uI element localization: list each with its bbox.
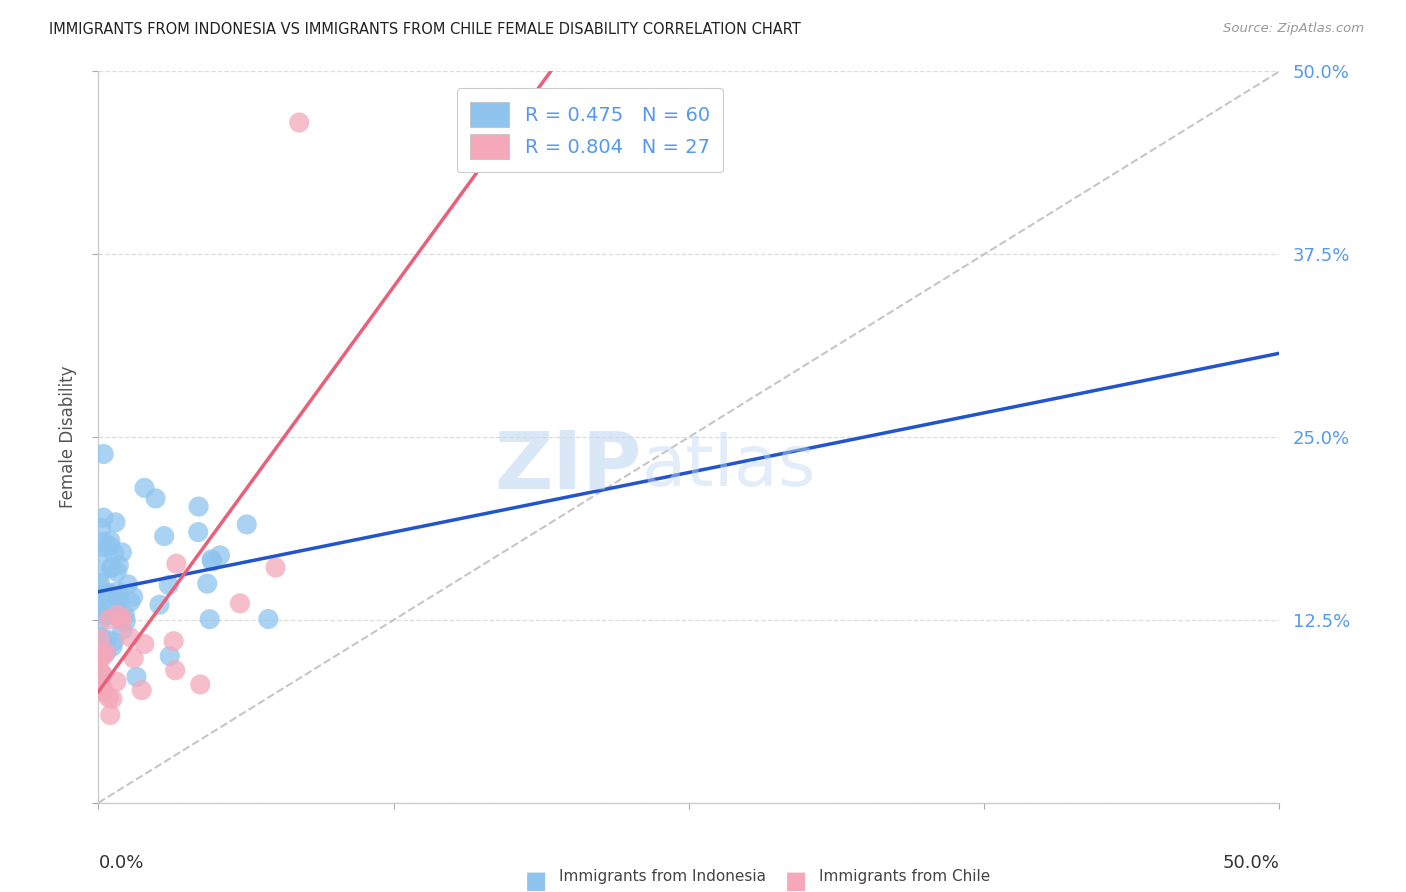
Point: [103, 634, 125, 648]
Point: [163, 634, 186, 648]
Y-axis label: Female Disability: Female Disability: [59, 366, 77, 508]
Point: [198, 612, 221, 626]
Point: [93, 534, 115, 549]
Point: [125, 670, 148, 684]
Point: [98, 539, 121, 553]
Point: [104, 589, 127, 603]
Point: [98, 708, 121, 723]
Legend: R = 0.475   N = 60, R = 0.804   N = 27: R = 0.475 N = 60, R = 0.804 N = 27: [457, 88, 723, 172]
Text: atlas: atlas: [641, 432, 815, 500]
Point: [94, 587, 117, 601]
Point: [105, 607, 128, 622]
Point: [101, 560, 124, 574]
Point: [97, 612, 120, 626]
Point: [153, 529, 176, 543]
Point: [111, 615, 134, 629]
Point: [96, 585, 118, 599]
Point: [89, 664, 111, 678]
Point: [122, 651, 145, 665]
Point: [134, 481, 156, 495]
Point: [120, 595, 142, 609]
Point: [111, 545, 134, 559]
Point: [117, 577, 139, 591]
Point: [188, 677, 211, 691]
Point: [114, 607, 136, 622]
Point: [107, 584, 129, 599]
Point: [159, 649, 181, 664]
Point: [96, 608, 118, 623]
Point: [89, 632, 111, 646]
Point: [96, 632, 118, 647]
Text: Source: ZipAtlas.com: Source: ZipAtlas.com: [1223, 22, 1364, 36]
Point: [122, 590, 145, 604]
Point: [89, 615, 111, 630]
Point: [264, 560, 287, 574]
Point: [97, 690, 120, 705]
Point: [108, 593, 131, 607]
Text: 0.0%: 0.0%: [98, 854, 143, 872]
Point: [148, 598, 170, 612]
Point: [165, 557, 187, 571]
Point: [157, 578, 180, 592]
Point: [100, 561, 122, 575]
Point: [93, 540, 115, 554]
Point: [98, 533, 121, 548]
Point: [90, 643, 112, 657]
Point: [108, 611, 131, 625]
Point: [93, 447, 115, 461]
Point: [200, 552, 222, 566]
Text: IMMIGRANTS FROM INDONESIA VS IMMIGRANTS FROM CHILE FEMALE DISABILITY CORRELATION: IMMIGRANTS FROM INDONESIA VS IMMIGRANTS …: [49, 22, 801, 37]
Point: [108, 594, 131, 608]
Point: [108, 558, 131, 573]
Point: [114, 614, 136, 628]
Point: [195, 576, 218, 591]
Point: [208, 549, 231, 563]
Point: [165, 663, 187, 677]
Text: ■: ■: [524, 869, 547, 892]
Point: [105, 565, 128, 579]
Point: [89, 567, 111, 582]
Point: [91, 679, 114, 693]
Point: [90, 521, 112, 535]
Point: [111, 610, 134, 624]
Point: [111, 624, 134, 638]
Point: [101, 691, 124, 706]
Point: [101, 640, 124, 654]
Point: [93, 510, 115, 524]
Point: [91, 667, 114, 681]
Point: [105, 674, 128, 689]
Point: [229, 596, 252, 610]
Text: Immigrants from Chile: Immigrants from Chile: [818, 869, 990, 884]
Point: [103, 546, 125, 560]
Point: [134, 637, 156, 651]
Point: [201, 554, 224, 568]
Point: [145, 491, 167, 506]
Point: [90, 630, 112, 644]
Point: [257, 612, 280, 626]
Point: [288, 115, 311, 129]
Point: [187, 500, 209, 514]
Point: [235, 517, 257, 532]
Point: [93, 643, 115, 657]
Point: [93, 648, 115, 663]
Point: [89, 605, 111, 619]
Point: [104, 516, 127, 530]
Text: ZIP: ZIP: [495, 427, 641, 506]
Point: [96, 646, 118, 660]
Point: [187, 525, 209, 540]
Point: [118, 630, 141, 644]
Point: [131, 683, 153, 698]
Point: [89, 588, 111, 602]
Point: [91, 668, 114, 682]
Point: [98, 600, 121, 615]
Point: [91, 548, 114, 562]
Point: [90, 651, 112, 665]
Text: Immigrants from Indonesia: Immigrants from Indonesia: [560, 869, 766, 884]
Point: [89, 575, 111, 590]
Point: [94, 645, 117, 659]
Point: [91, 685, 114, 699]
Text: 50.0%: 50.0%: [1223, 854, 1279, 872]
Point: [96, 599, 118, 614]
Text: ■: ■: [785, 869, 807, 892]
